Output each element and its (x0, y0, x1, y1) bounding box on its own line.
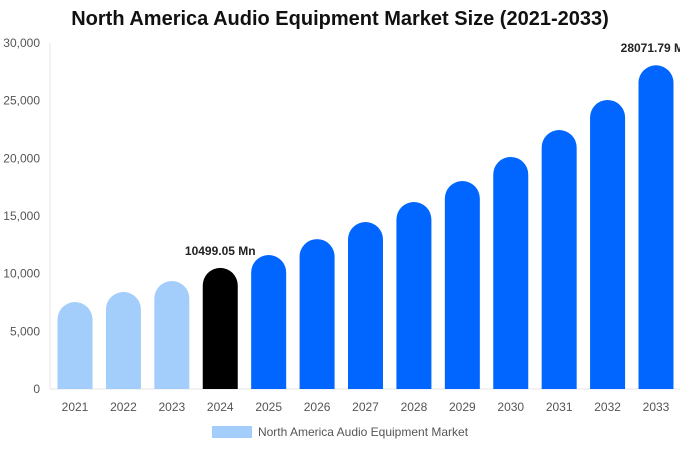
bar-2024 (202, 267, 238, 389)
y-tick-label: 5,000 (10, 324, 40, 338)
bar-2031 (541, 129, 577, 389)
data-label-2024: 10499.05 Mn (185, 244, 256, 258)
legend[interactable]: North America Audio Equipment Market (0, 425, 680, 439)
bar-2032 (590, 99, 626, 389)
bar-2026 (299, 239, 335, 389)
y-tick-label: 15,000 (3, 209, 40, 223)
legend-swatch (211, 426, 252, 438)
y-tick-label: 30,000 (3, 36, 40, 50)
legend-label: North America Audio Equipment Market (257, 425, 469, 439)
x-tick-label: 2027 (352, 400, 379, 414)
bar-2022 (105, 292, 141, 389)
x-tick-label: 2029 (449, 400, 476, 414)
x-tick-label: 2032 (594, 400, 621, 414)
bar-2028 (396, 202, 432, 389)
chart-title: North America Audio Equipment Market Siz… (71, 8, 609, 30)
x-tick-label: 2030 (497, 400, 524, 414)
bar-2029 (444, 181, 480, 389)
y-tick-label: 20,000 (3, 151, 40, 165)
x-tick-label: 2025 (255, 400, 282, 414)
x-tick-label: 2022 (110, 400, 137, 414)
bar-2030 (493, 156, 529, 389)
bar-2033 (638, 65, 674, 390)
y-tick-label: 25,000 (3, 94, 40, 108)
x-tick-label: 2033 (643, 400, 670, 414)
x-tick-label: 2021 (62, 400, 89, 414)
x-tick-label: 2024 (207, 400, 234, 414)
bar-2021 (57, 302, 93, 389)
x-tick-label: 2028 (401, 400, 428, 414)
bar-2025 (251, 254, 287, 389)
y-tick-label: 10,000 (3, 267, 40, 281)
bar-2023 (154, 281, 190, 389)
x-tick-label: 2031 (546, 400, 573, 414)
data-label-2033: 28071.79 Mn (621, 41, 680, 55)
x-tick-label: 2026 (304, 400, 331, 414)
x-tick-label: 2023 (158, 400, 185, 414)
y-tick-label: 0 (33, 382, 40, 396)
bar-2027 (348, 221, 383, 389)
